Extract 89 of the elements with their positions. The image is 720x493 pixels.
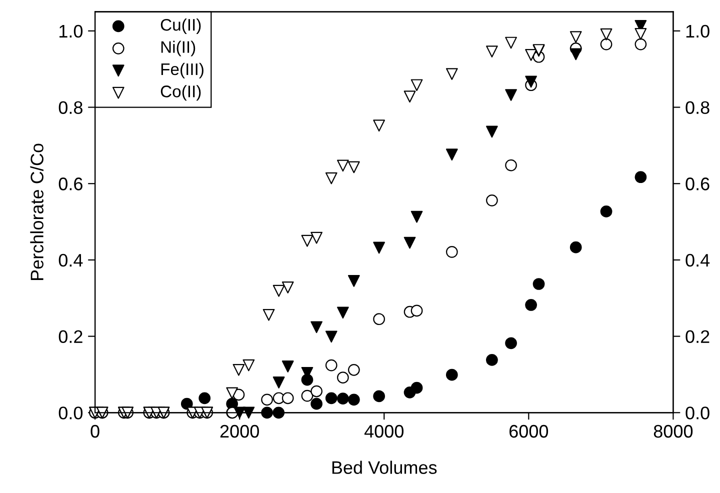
x-tick-label: 0 bbox=[90, 424, 100, 438]
y2-tick-label: 1.0 bbox=[686, 24, 710, 38]
y-tick-label: 0.4 bbox=[58, 254, 83, 267]
point bbox=[486, 354, 498, 366]
y-axis-title: Perchlorate C/Co bbox=[30, 144, 44, 280]
point bbox=[348, 275, 360, 287]
point bbox=[348, 394, 360, 406]
point bbox=[505, 159, 517, 172]
point bbox=[446, 148, 458, 161]
point bbox=[410, 304, 423, 317]
point bbox=[525, 76, 537, 88]
point bbox=[336, 306, 349, 319]
x-tick-label: 2000 bbox=[220, 424, 259, 438]
point bbox=[310, 385, 322, 398]
point bbox=[634, 28, 647, 40]
point bbox=[348, 161, 360, 174]
point bbox=[634, 38, 647, 50]
point bbox=[446, 246, 458, 258]
y-tick-label: 1.0 bbox=[60, 24, 83, 38]
point bbox=[532, 278, 545, 290]
y2-tick-label: 0.4 bbox=[686, 254, 710, 267]
y-tick-label: 0.6 bbox=[58, 178, 82, 190]
point bbox=[486, 126, 498, 138]
point bbox=[525, 299, 537, 311]
point bbox=[600, 28, 612, 40]
point bbox=[301, 234, 314, 247]
point bbox=[198, 392, 211, 404]
x-tick-label: 6000 bbox=[509, 424, 548, 438]
point bbox=[570, 48, 582, 60]
point bbox=[325, 172, 338, 184]
point bbox=[525, 49, 537, 61]
point bbox=[373, 242, 385, 254]
point bbox=[373, 313, 385, 326]
y-tick-label: 0.0 bbox=[58, 406, 83, 420]
point bbox=[325, 392, 338, 404]
point bbox=[505, 89, 517, 101]
point bbox=[570, 31, 582, 43]
point bbox=[373, 120, 385, 132]
point bbox=[242, 359, 255, 372]
point bbox=[261, 394, 273, 406]
point bbox=[262, 308, 275, 321]
point bbox=[325, 359, 338, 372]
point bbox=[410, 382, 423, 394]
point bbox=[282, 392, 294, 404]
y2-tick-label: 0.2 bbox=[686, 330, 710, 344]
point bbox=[336, 372, 349, 384]
x-tick-label: 8000 bbox=[654, 424, 693, 438]
point bbox=[373, 390, 385, 402]
legend-label: Ni(II) bbox=[161, 40, 196, 56]
point bbox=[325, 330, 338, 343]
point bbox=[336, 160, 349, 172]
point bbox=[301, 390, 314, 402]
point bbox=[272, 376, 285, 388]
point bbox=[505, 36, 517, 49]
point bbox=[600, 206, 612, 218]
y-tick-label: 0.2 bbox=[58, 330, 82, 344]
legend-label: Fe(III) bbox=[161, 62, 204, 78]
point bbox=[282, 282, 294, 294]
y-tick-label: 0.8 bbox=[58, 101, 82, 114]
point bbox=[446, 368, 458, 381]
point bbox=[634, 171, 647, 184]
point bbox=[410, 210, 423, 223]
point bbox=[282, 360, 294, 372]
point bbox=[410, 79, 423, 92]
legend-label: Cu(II) bbox=[160, 18, 201, 34]
point bbox=[310, 398, 322, 410]
point bbox=[570, 241, 582, 254]
point bbox=[486, 194, 498, 206]
point bbox=[404, 236, 416, 249]
y2-tick-label: 0.8 bbox=[686, 101, 710, 114]
point bbox=[348, 364, 360, 376]
point bbox=[232, 364, 245, 376]
x-axis-title: Bed Volumes bbox=[332, 460, 437, 474]
point bbox=[600, 38, 612, 50]
legend-label: Co(II) bbox=[160, 85, 201, 101]
y2-tick-label: 0.6 bbox=[686, 178, 710, 190]
point bbox=[486, 46, 498, 58]
y2-tick-label: 0.0 bbox=[686, 406, 710, 420]
point bbox=[310, 232, 322, 244]
point bbox=[505, 337, 517, 350]
point bbox=[242, 406, 255, 419]
point bbox=[272, 406, 285, 419]
point bbox=[272, 284, 285, 297]
point bbox=[404, 90, 416, 103]
point bbox=[310, 321, 322, 334]
point bbox=[226, 387, 238, 400]
point bbox=[336, 392, 349, 404]
x-tick-label: 4000 bbox=[364, 424, 404, 438]
point bbox=[446, 68, 458, 80]
